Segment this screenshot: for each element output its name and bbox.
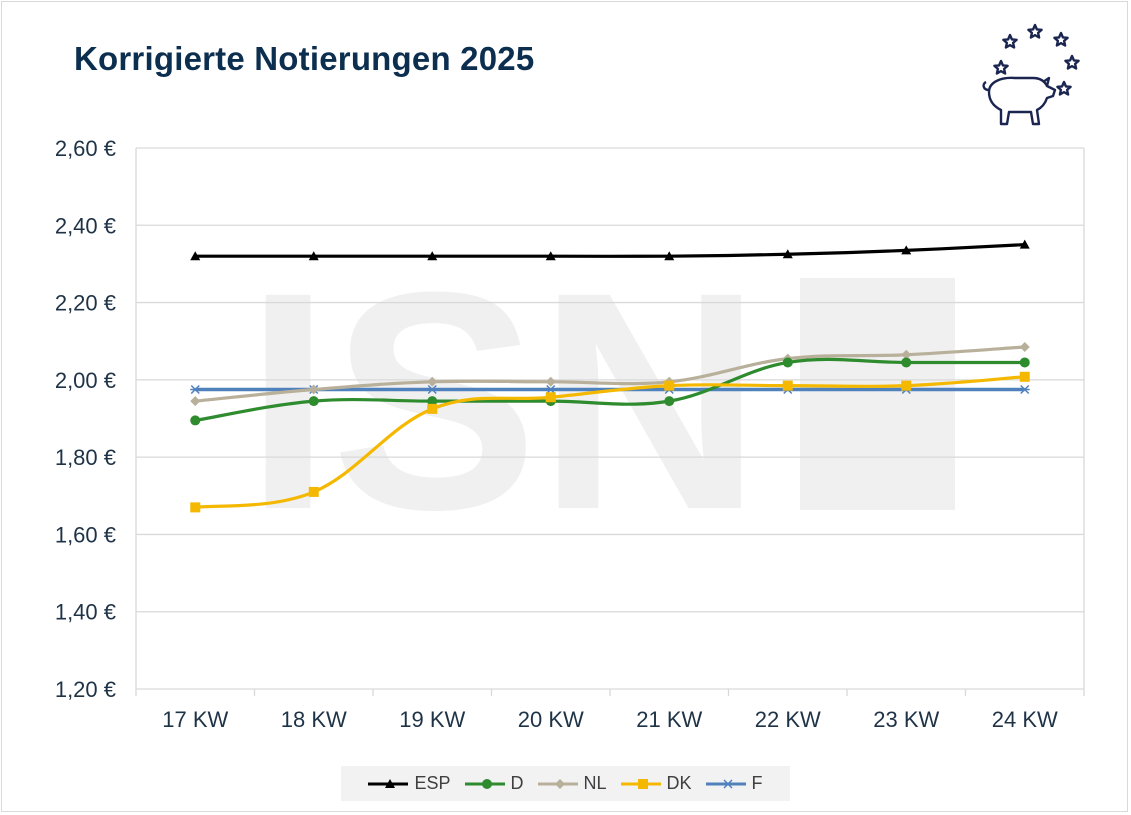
data-point-dk-0 xyxy=(190,502,201,513)
data-point-d-4 xyxy=(664,396,675,407)
x-tick-label: 17 KW xyxy=(162,707,228,732)
legend-swatch-esp xyxy=(368,778,409,788)
data-point-nl-1 xyxy=(308,384,319,395)
data-point-esp-5 xyxy=(782,249,793,259)
data-point-nl-7 xyxy=(1019,342,1030,353)
x-tick-label: 23 KW xyxy=(873,707,939,732)
y-tick-label: 2,40 € xyxy=(55,213,116,238)
y-tick-label: 1,20 € xyxy=(55,677,116,702)
data-point-d-0 xyxy=(190,415,201,426)
series-line-dk xyxy=(195,375,1025,509)
y-tick-label: 2,20 € xyxy=(55,291,116,316)
legend-label: DK xyxy=(666,773,692,793)
data-point-f-0 xyxy=(190,384,201,395)
y-tick-label: 1,80 € xyxy=(55,445,116,470)
pig-logo-icon xyxy=(982,23,1080,126)
data-point-esp-7 xyxy=(1019,239,1030,249)
x-tick-label: 18 KW xyxy=(281,707,347,732)
x-tick-label: 22 KW xyxy=(755,707,821,732)
data-point-dk-4 xyxy=(664,380,675,391)
data-point-f-3 xyxy=(545,384,556,395)
star-icon xyxy=(1053,31,1069,47)
star-icon xyxy=(1002,33,1018,49)
legend-item-f: F xyxy=(705,773,763,794)
legend-swatch-nl xyxy=(537,778,578,789)
series-line-nl xyxy=(195,345,1025,403)
x-tick-label: 20 KW xyxy=(518,707,584,732)
data-point-nl-0 xyxy=(190,396,201,407)
data-point-dk-1 xyxy=(308,486,319,497)
data-point-nl-3 xyxy=(545,376,556,387)
data-point-d-7 xyxy=(1019,357,1030,368)
data-point-esp-1 xyxy=(308,251,319,261)
data-point-d-5 xyxy=(782,357,793,368)
data-point-esp-0 xyxy=(190,251,201,261)
y-axis-ticks: 1,20 € 1,40 € 1,60 € 1,80 € 2,00 € 2,20 € 2,40… xyxy=(55,136,116,702)
data-point-nl-2 xyxy=(427,376,438,387)
data-point-esp-3 xyxy=(545,251,556,261)
data-point-dk-2 xyxy=(427,403,438,414)
y-tick-label: 2,00 € xyxy=(55,368,116,393)
data-point-f-7 xyxy=(1019,384,1030,395)
series-esp xyxy=(190,239,1030,261)
series-dk xyxy=(190,371,1030,513)
legend-label: NL xyxy=(583,773,607,793)
series-line-d xyxy=(194,357,1025,423)
data-point-d-2 xyxy=(427,396,438,407)
x-tick-label: 19 KW xyxy=(399,707,465,732)
legend-swatch-f xyxy=(705,778,746,789)
data-point-dk-6 xyxy=(901,380,912,391)
data-point-d-6 xyxy=(901,357,912,368)
legend-item-dk: DK xyxy=(620,773,692,794)
star-icon xyxy=(1056,80,1072,96)
y-tick-label: 1,60 € xyxy=(55,522,116,547)
legend-label: ESP xyxy=(414,773,451,793)
legend-item-d: D xyxy=(464,773,524,794)
x-tick-label: 21 KW xyxy=(636,707,702,732)
data-point-nl-6 xyxy=(901,349,912,360)
data-point-d-1 xyxy=(308,396,319,407)
data-point-esp-6 xyxy=(901,245,912,255)
legend-item-nl: NL xyxy=(537,773,607,794)
legend: ESP D NL DK F xyxy=(341,766,790,801)
y-tick-label: 1,40 € xyxy=(55,600,116,625)
chart-title: Korrigierte Notierungen 2025 xyxy=(74,40,535,77)
data-point-dk-7 xyxy=(1019,371,1030,382)
star-icon xyxy=(1064,54,1080,70)
legend-item-esp: ESP xyxy=(368,773,451,794)
data-point-dk-5 xyxy=(782,380,793,391)
watermark-pig-shape xyxy=(800,278,955,510)
legend-label: D xyxy=(510,773,524,793)
data-point-f-2 xyxy=(427,384,438,395)
pig-icon xyxy=(982,76,1057,126)
data-point-esp-2 xyxy=(427,251,438,261)
x-tick-label: 24 KW xyxy=(992,707,1058,732)
series-group xyxy=(190,239,1030,513)
series-d xyxy=(190,357,1030,426)
legend-swatch-dk xyxy=(620,778,661,789)
y-tick-label: 2,60 € xyxy=(55,136,116,161)
data-point-dk-3 xyxy=(545,392,556,403)
star-icon xyxy=(993,59,1009,75)
x-axis-ticks: 17 KW 18 KW 19 KW 20 KW 21 KW 22 KW 23 KW 24 KW xyxy=(135,689,1085,732)
series-line-esp xyxy=(195,243,1025,258)
legend-swatch-d xyxy=(464,778,505,789)
star-icon xyxy=(1027,23,1043,39)
data-point-esp-4 xyxy=(664,251,675,261)
gridlines xyxy=(135,147,1085,690)
legend-label: F xyxy=(751,773,763,793)
